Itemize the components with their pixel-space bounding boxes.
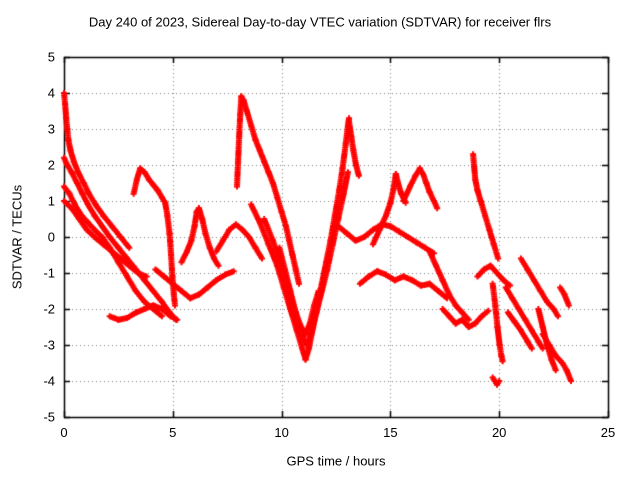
y-tick-label: -5 [43, 409, 55, 425]
x-axis-label: GPS time / hours [286, 453, 386, 469]
x-tick-label: 5 [169, 425, 177, 440]
chart-title: Day 240 of 2023, Sidereal Day-to-day VTE… [88, 14, 552, 30]
y-axis-label: SDTVAR / TECUs [9, 184, 25, 290]
y-tick-label: 0 [47, 229, 55, 245]
y-tick-label: 3 [47, 121, 55, 137]
y-tick-label: -1 [43, 265, 55, 281]
x-tick-label: 25 [600, 425, 616, 440]
y-tick-label: -4 [43, 373, 55, 389]
x-tick-label: 15 [383, 425, 398, 440]
y-tick-label: 2 [47, 157, 55, 173]
y-tick-label: 4 [47, 85, 55, 101]
x-tick-label: 20 [491, 425, 507, 440]
y-tick-label: -2 [43, 301, 55, 317]
x-tick-label: 0 [60, 425, 68, 440]
y-tick-label: 5 [47, 49, 55, 65]
x-tick-label: 10 [274, 425, 289, 440]
y-tick-label: 1 [47, 193, 55, 209]
y-tick-label: -3 [43, 337, 55, 353]
